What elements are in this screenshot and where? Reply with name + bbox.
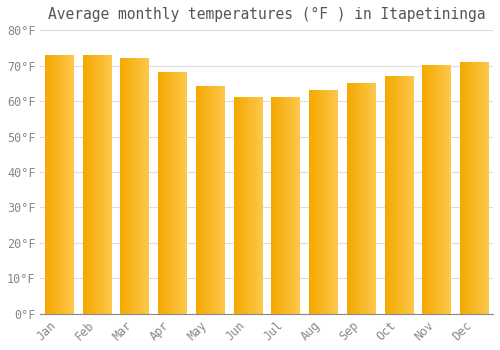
- Title: Average monthly temperatures (°F ) in Itapetininga: Average monthly temperatures (°F ) in It…: [48, 7, 486, 22]
